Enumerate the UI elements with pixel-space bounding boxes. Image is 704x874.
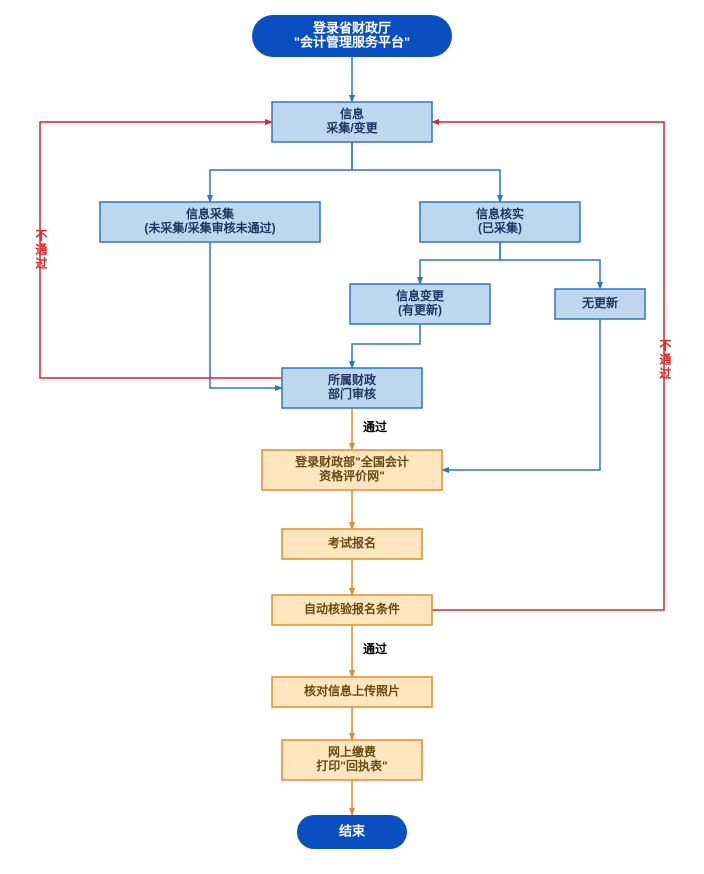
node-verify: 信息核实(已采集) (420, 202, 580, 242)
node-dept-label-line-1: 部门审核 (328, 386, 376, 401)
node-login2-label-line-0: 登录财政部"全国会计 (294, 454, 409, 469)
node-pay-label-line-0: 网上缴费 (328, 744, 376, 759)
edge-autocheck-to-info (432, 122, 664, 610)
node-info: 信息采集/变更 (272, 102, 432, 142)
node-info-label-line-1: 采集/变更 (325, 120, 378, 135)
node-autocheck-label-line-0: 自动核验报名条件 (304, 601, 400, 616)
node-upload-label-line-0: 核对信息上传照片 (304, 683, 400, 698)
edge-collect-to-dept (210, 242, 282, 388)
node-info-label-line-0: 信息 (340, 106, 364, 121)
node-reg-label-line-0: 考试报名 (328, 535, 376, 550)
node-noupdate: 无更新 (555, 289, 645, 319)
edge-label-autocheck-to-upload: 通过 (363, 641, 387, 656)
node-upload: 核对信息上传照片 (272, 677, 432, 707)
node-autocheck: 自动核验报名条件 (272, 595, 432, 625)
node-pay: 网上缴费打印"回执表" (282, 740, 422, 780)
node-start-label-line-1: "会计管理服务平台" (294, 34, 410, 49)
edge-verify-to-change (420, 242, 500, 284)
edge-label-autocheck-to-info: 不通过 (658, 339, 672, 381)
node-end: 结束 (297, 815, 407, 849)
node-change-label-line-0: 信息变更 (396, 288, 445, 303)
node-verify-label-line-1: (已采集) (478, 220, 522, 235)
edge-label-dept-to-info: 不通过 (34, 229, 48, 271)
node-dept-label-line-0: 所属财政 (328, 372, 377, 387)
node-login2-label-line-1: 资格评价网" (319, 468, 385, 483)
node-end-label-line-0: 结束 (339, 823, 366, 838)
node-change: 信息变更(有更新) (350, 284, 490, 324)
edge-info-to-verify (352, 142, 500, 202)
edge-info-to-collect (210, 142, 352, 202)
edge-verify-to-noupdate (500, 242, 600, 289)
edge-dept-to-info (40, 122, 282, 378)
node-change-label-line-1: (有更新) (398, 302, 442, 317)
node-collect: 信息采集(未采集/采集审核未通过) (100, 202, 320, 242)
node-verify-label-line-0: 信息核实 (476, 206, 524, 221)
node-login2: 登录财政部"全国会计资格评价网" (262, 450, 442, 490)
edge-noupdate-to-login2 (442, 319, 600, 470)
flowchart: 通过通过不通过不通过登录省财政厅"会计管理服务平台"信息采集/变更信息采集(未采… (0, 0, 704, 874)
node-pay-label-line-1: 打印"回执表" (316, 758, 387, 773)
node-start-label-line-0: 登录省财政厅 (312, 20, 391, 35)
node-dept: 所属财政部门审核 (282, 368, 422, 408)
node-start: 登录省财政厅"会计管理服务平台" (252, 15, 452, 57)
edge-label-dept-to-login2: 通过 (363, 419, 387, 434)
node-collect-label-line-0: 信息采集 (186, 206, 235, 221)
node-reg: 考试报名 (282, 529, 422, 559)
edge-change-to-dept (352, 324, 420, 368)
node-collect-label-line-1: (未采集/采集审核未通过) (144, 220, 275, 235)
node-noupdate-label-line-0: 无更新 (581, 295, 618, 310)
